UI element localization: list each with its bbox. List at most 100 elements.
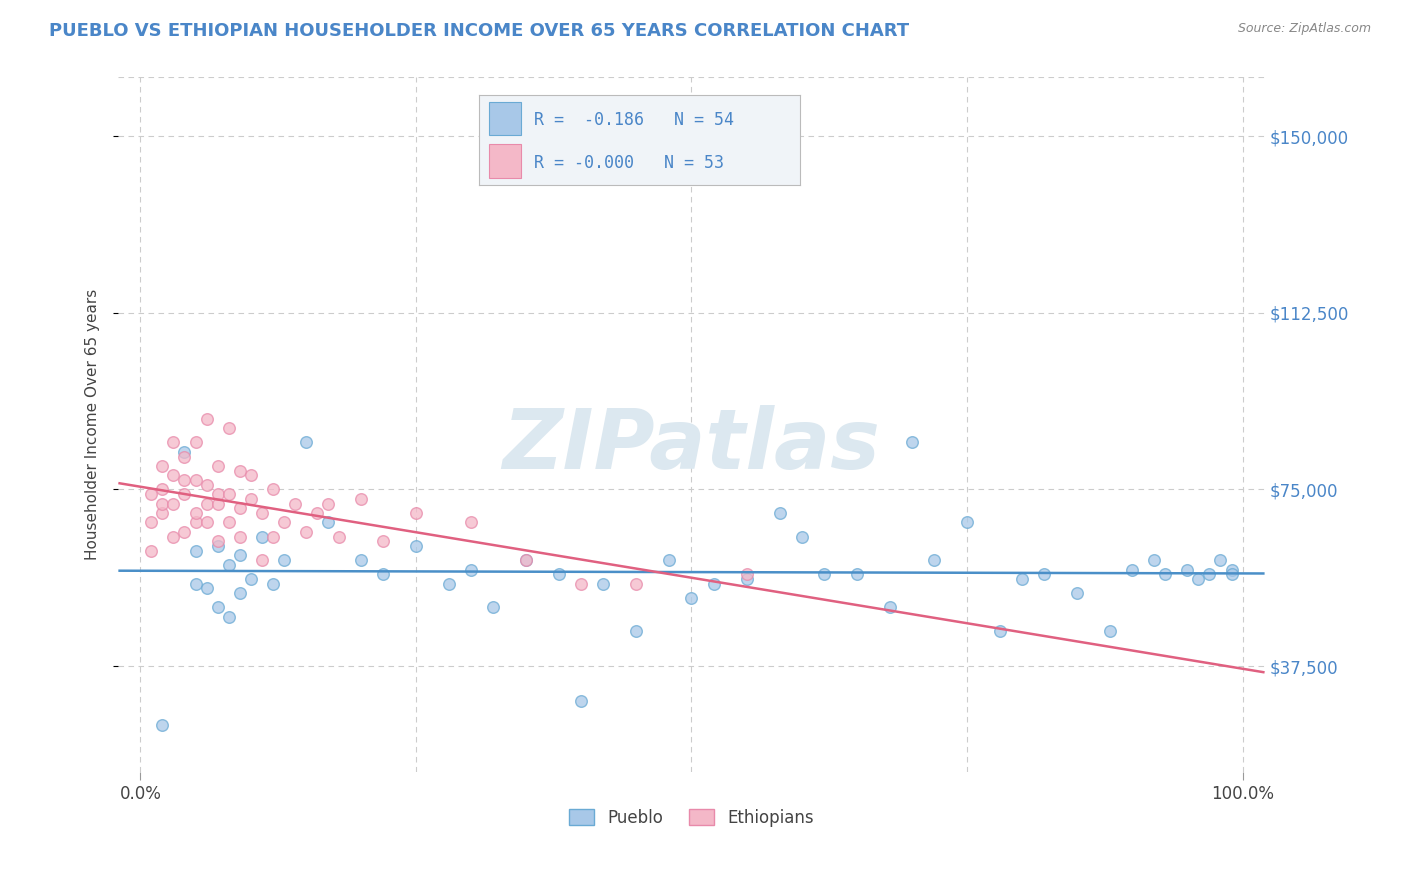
Point — [195, 516, 218, 530]
Point — [735, 572, 758, 586]
Point — [262, 530, 284, 544]
Point — [316, 516, 339, 530]
Point — [569, 576, 592, 591]
Point — [1198, 567, 1220, 582]
Point — [350, 491, 373, 506]
Point — [239, 572, 262, 586]
Point — [218, 487, 240, 501]
Point — [845, 567, 868, 582]
Point — [162, 530, 184, 544]
Point — [152, 458, 174, 473]
Point — [284, 497, 307, 511]
Point — [239, 468, 262, 483]
Y-axis label: Householder Income Over 65 years: Householder Income Over 65 years — [86, 289, 100, 560]
Point — [1177, 563, 1199, 577]
Point — [173, 445, 195, 459]
Point — [735, 567, 758, 582]
Point — [626, 624, 648, 638]
Point — [592, 576, 614, 591]
Point — [405, 539, 427, 553]
Text: ZIPatlas: ZIPatlas — [502, 405, 880, 486]
Point — [273, 516, 295, 530]
Point — [1220, 563, 1243, 577]
Point — [658, 553, 681, 567]
Point — [184, 576, 207, 591]
Point — [769, 506, 792, 520]
Point — [515, 553, 537, 567]
Point — [482, 600, 505, 615]
Point — [207, 534, 229, 549]
Point — [207, 600, 229, 615]
Point — [228, 530, 250, 544]
Text: PUEBLO VS ETHIOPIAN HOUSEHOLDER INCOME OVER 65 YEARS CORRELATION CHART: PUEBLO VS ETHIOPIAN HOUSEHOLDER INCOME O… — [49, 22, 910, 40]
Point — [316, 497, 339, 511]
Point — [162, 497, 184, 511]
Point — [162, 435, 184, 450]
Point — [250, 506, 273, 520]
Point — [1011, 572, 1033, 586]
Point — [460, 516, 482, 530]
Point — [956, 516, 979, 530]
Point — [173, 487, 195, 501]
Point — [1066, 586, 1088, 600]
Point — [294, 524, 316, 539]
Point — [173, 473, 195, 487]
Point — [184, 435, 207, 450]
Point — [218, 516, 240, 530]
Point — [305, 506, 328, 520]
Point — [184, 543, 207, 558]
Text: Source: ZipAtlas.com: Source: ZipAtlas.com — [1237, 22, 1371, 36]
Point — [173, 450, 195, 464]
Point — [184, 506, 207, 520]
Point — [1143, 553, 1166, 567]
Point — [790, 530, 813, 544]
Point — [184, 473, 207, 487]
Point — [515, 553, 537, 567]
Point — [152, 497, 174, 511]
Point — [195, 477, 218, 491]
Point — [988, 624, 1011, 638]
Point — [569, 694, 592, 708]
Point — [250, 553, 273, 567]
Point — [141, 487, 163, 501]
Point — [228, 586, 250, 600]
Point — [702, 576, 724, 591]
Point — [218, 609, 240, 624]
Point — [405, 506, 427, 520]
Point — [273, 553, 295, 567]
Point — [371, 567, 394, 582]
Point — [207, 497, 229, 511]
Point — [1154, 567, 1177, 582]
Point — [1187, 572, 1209, 586]
Point — [922, 553, 945, 567]
Point — [250, 530, 273, 544]
Point — [207, 539, 229, 553]
Point — [141, 516, 163, 530]
Point — [152, 506, 174, 520]
Point — [195, 412, 218, 426]
Point — [195, 497, 218, 511]
Point — [350, 553, 373, 567]
Point — [228, 464, 250, 478]
Point — [681, 591, 703, 605]
Point — [1099, 624, 1122, 638]
Point — [162, 468, 184, 483]
Point — [173, 524, 195, 539]
Point — [218, 421, 240, 435]
Point — [1121, 563, 1143, 577]
Point — [262, 483, 284, 497]
Point — [262, 576, 284, 591]
Point — [901, 435, 924, 450]
Point — [228, 501, 250, 516]
Point — [141, 543, 163, 558]
Point — [328, 530, 350, 544]
Point — [184, 516, 207, 530]
Point — [460, 563, 482, 577]
Point — [294, 435, 316, 450]
Point — [626, 576, 648, 591]
Point — [1033, 567, 1056, 582]
Point — [1220, 567, 1243, 582]
Legend: Pueblo, Ethiopians: Pueblo, Ethiopians — [562, 802, 820, 833]
Point — [152, 483, 174, 497]
Point — [1209, 553, 1232, 567]
